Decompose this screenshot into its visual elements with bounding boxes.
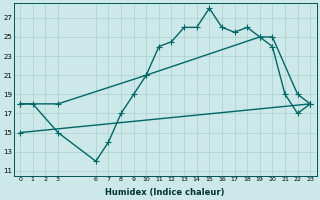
X-axis label: Humidex (Indice chaleur): Humidex (Indice chaleur) (106, 188, 225, 197)
